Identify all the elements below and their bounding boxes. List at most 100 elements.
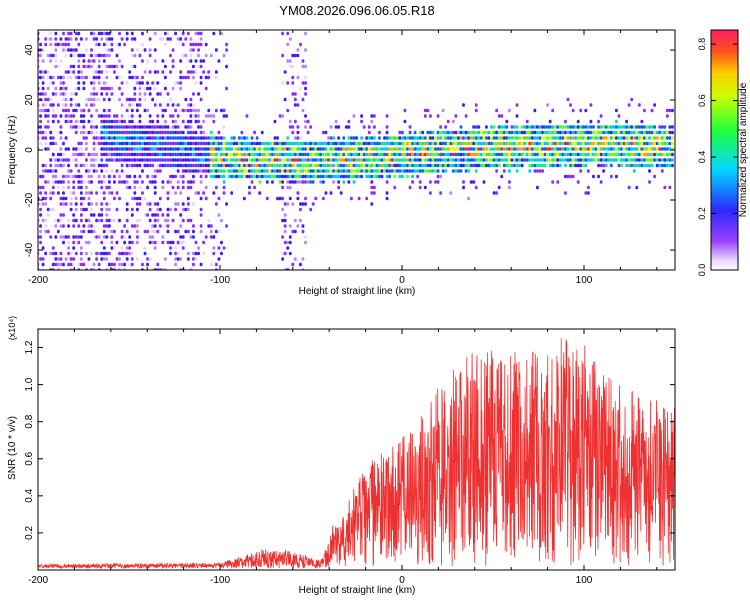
spectrogram-cell xyxy=(146,152,149,157)
spectrogram-cell xyxy=(158,92,162,96)
spectrogram-cell xyxy=(100,125,104,129)
spectrogram-cell xyxy=(350,152,353,157)
spectrogram-cell xyxy=(194,130,198,135)
spectrogram-cell xyxy=(538,125,542,129)
spectrogram-cell xyxy=(232,158,236,162)
spectrogram-cell xyxy=(423,114,427,118)
spectrogram-cell xyxy=(671,130,674,135)
spectrogram-cell xyxy=(622,158,626,162)
spectrogram-cell xyxy=(189,70,193,74)
spectrogram-cell xyxy=(174,147,177,151)
spectrogram-cell xyxy=(301,257,305,261)
spectrogram-cell xyxy=(181,169,185,173)
spectrogram-cell xyxy=(105,257,109,261)
spectrogram-cell xyxy=(235,169,239,173)
spectrogram-cell xyxy=(158,158,162,162)
spectrogram-cell xyxy=(421,136,425,140)
spectrogram-cell xyxy=(332,163,335,168)
spectrogram-cell xyxy=(105,37,109,41)
spectrogram-cell xyxy=(607,136,611,140)
spectrogram-cell xyxy=(87,229,91,234)
spectrogram-cell xyxy=(90,213,93,217)
spectrogram-cell xyxy=(143,130,147,135)
spectrogram-cell xyxy=(222,147,226,151)
spectrogram-cell xyxy=(232,147,236,151)
spectrogram-cell xyxy=(329,152,333,157)
spectrogram-cell xyxy=(158,125,162,129)
spectrogram-cell xyxy=(197,114,200,118)
spectrogram-cell xyxy=(217,163,221,168)
spectrogram-cell xyxy=(299,152,302,157)
spectrogram-cell xyxy=(581,163,585,168)
spectrogram-cell xyxy=(446,158,450,162)
spectrogram-cell xyxy=(566,147,570,151)
spectrogram-cell xyxy=(100,86,104,91)
spectrogram-cell xyxy=(100,191,104,195)
spectrogram-cell xyxy=(617,114,621,118)
spectrogram-cell xyxy=(151,240,155,245)
spectrogram-cell xyxy=(378,174,381,179)
spectrogram-cell xyxy=(502,147,506,151)
spectrogram-cell xyxy=(558,141,562,146)
spectrogram-cell xyxy=(153,70,157,74)
spectrogram-cell xyxy=(118,180,121,184)
spectrogram-cell xyxy=(64,103,68,107)
spectrogram-cell xyxy=(148,125,152,129)
y-tick-label: 0.4 xyxy=(24,488,35,502)
spectrogram-cell xyxy=(151,174,155,179)
spectrogram-cell xyxy=(51,158,55,162)
spectrogram-cell xyxy=(444,158,448,162)
spectrogram-cell xyxy=(495,147,499,151)
spectrogram-cell xyxy=(327,136,330,140)
spectrogram-cell xyxy=(92,75,96,80)
spectrogram-cell xyxy=(393,141,397,146)
spectrogram-cell xyxy=(107,31,111,36)
spectrogram-cell xyxy=(82,229,86,234)
spectrogram-cell xyxy=(469,136,473,140)
spectrogram-cell xyxy=(197,31,200,36)
spectrogram-cell xyxy=(551,158,555,162)
spectrogram-cell xyxy=(97,235,101,239)
spectrogram-cell xyxy=(643,158,646,162)
spectrogram-cell xyxy=(138,125,142,129)
spectrogram-cell xyxy=(240,147,244,151)
spectrogram-cell xyxy=(599,130,603,135)
spectrogram-cell xyxy=(288,163,292,168)
spectrogram-cell xyxy=(311,174,315,179)
spectrogram-cell xyxy=(100,257,104,261)
spectrogram-cell xyxy=(658,125,662,129)
spectrogram-cell xyxy=(556,125,560,129)
spectrogram-cell xyxy=(72,213,76,217)
spectrogram-cell xyxy=(146,257,149,261)
spectrogram-cell xyxy=(92,235,96,239)
spectrogram-cell xyxy=(225,114,228,118)
spectrogram-cell xyxy=(355,158,358,162)
spectrogram-cell xyxy=(398,163,402,168)
spectrogram-cell xyxy=(421,152,425,157)
spectrogram-cell xyxy=(204,86,208,91)
spectrogram-cell xyxy=(451,136,455,140)
spectrogram-cell xyxy=(143,213,147,217)
spectrogram-cell xyxy=(90,119,93,124)
spectrogram-cell xyxy=(324,152,328,157)
spectrogram-cell xyxy=(495,163,499,168)
spectrogram-cell xyxy=(520,152,524,157)
spectrogram-cell xyxy=(130,240,134,245)
spectrogram-cell xyxy=(502,158,506,162)
spectrogram-cell xyxy=(643,108,646,113)
spectrogram-cell xyxy=(278,141,282,146)
spectrogram-cell xyxy=(395,152,399,157)
spectrogram-cell xyxy=(586,125,590,129)
spectrogram-cell xyxy=(474,108,478,113)
spectrogram-cell xyxy=(146,158,149,162)
spectrogram-cell xyxy=(125,136,129,140)
spectrogram-cell xyxy=(286,31,290,36)
spectrogram-cell xyxy=(62,174,65,179)
spectrogram-cell xyxy=(133,163,137,168)
spectrogram-cell xyxy=(609,152,613,157)
spectrogram-cell xyxy=(329,191,333,195)
spectrogram-cell xyxy=(451,158,455,162)
spectrogram-cell xyxy=(153,218,157,223)
spectrogram-cell xyxy=(242,158,246,162)
spectrogram-cell xyxy=(192,42,195,47)
